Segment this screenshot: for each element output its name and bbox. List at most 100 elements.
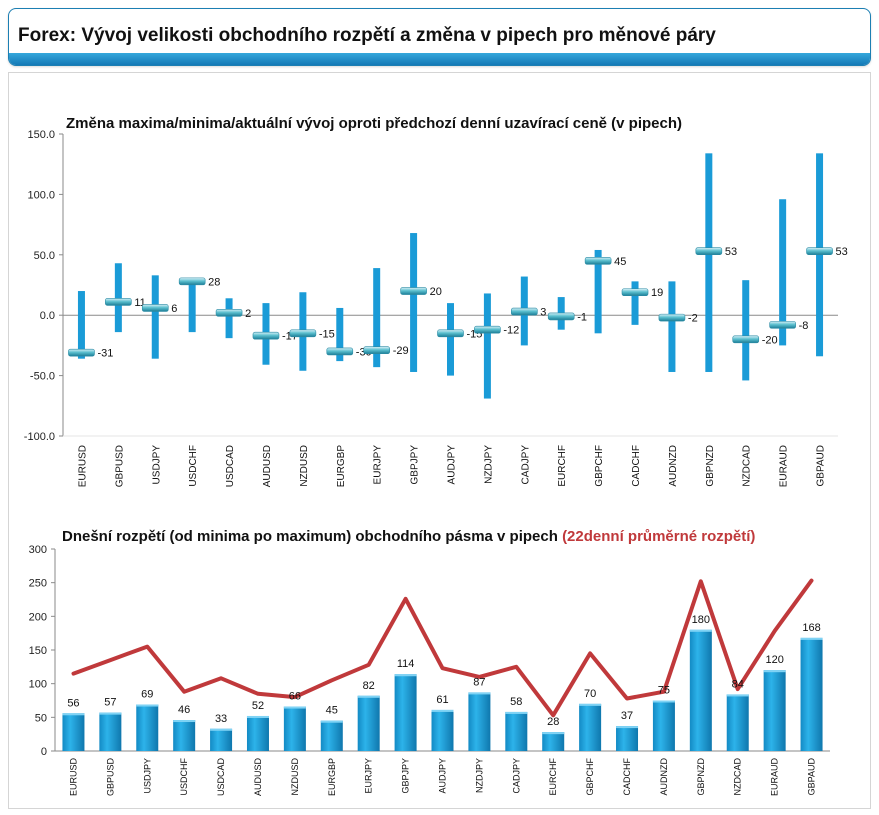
chart2-x-label-GBPJPY: GBPJPY: [401, 758, 411, 794]
spread-label-NZDCAD: 84: [732, 678, 744, 690]
current-label-GBPNZD: 53: [725, 246, 737, 258]
spread-bar-cap-GBPUSD: [99, 712, 122, 715]
range-bar-CADCHF: [631, 281, 639, 325]
spread-bar-cap-USDCAD: [210, 728, 233, 731]
spread-label-GBPNZD: 180: [692, 614, 710, 626]
current-marker-AUDNZD: [658, 313, 686, 322]
chart2-x-label-GBPNZD: GBPNZD: [696, 758, 706, 796]
range-bar-NZDCAD: [742, 280, 750, 381]
spread-bar-CADCHF: [616, 726, 639, 751]
chart2-x-label-USDCAD: USDCAD: [216, 758, 226, 797]
spread-bar-cap-EURAUD: [763, 670, 786, 673]
spread-label-NZDJPY: 87: [473, 676, 485, 688]
spread-bar-AUDUSD: [246, 715, 269, 751]
spread-bar-cap-CADCHF: [616, 726, 639, 729]
spread-bar-USDCHF: [173, 720, 196, 751]
chart1-x-label-NZDCAD: NZDCAD: [742, 445, 753, 487]
spread-label-GBPJPY: 114: [397, 658, 415, 670]
current-label-GBPJPY: 20: [430, 286, 442, 298]
current-marker-USDCAD: [215, 308, 243, 317]
charts-panel: [8, 72, 871, 809]
chart2-x-label-AUDJPY: AUDJPY: [438, 758, 448, 794]
spread-bar-EURAUD: [763, 670, 786, 751]
spread-bar-AUDNZD: [652, 700, 675, 751]
spread-label-EURCHF: 28: [547, 716, 559, 728]
chart1-y-tick-label: 50.0: [34, 250, 55, 262]
chart2-x-label-GBPUSD: GBPUSD: [105, 758, 115, 797]
current-label-CADCHF: 19: [651, 287, 663, 299]
chart1-x-label-CADJPY: CADJPY: [520, 445, 531, 485]
spread-bar-cap-EURGBP: [320, 720, 343, 723]
chart2-x-label-USDCHF: USDCHF: [179, 757, 189, 795]
chart1-x-label-AUDUSD: AUDUSD: [262, 445, 273, 487]
spread-bar-cap-AUDNZD: [652, 700, 675, 703]
chart1-y-tick-label: 0.0: [40, 310, 55, 322]
spread-label-AUDUSD: 52: [252, 700, 264, 712]
current-marker-EURGBP: [326, 347, 354, 356]
chart1-x-label-CADCHF: CADCHF: [631, 445, 642, 487]
current-marker-USDJPY: [141, 304, 169, 312]
spread-bar-EURJPY: [357, 695, 380, 751]
spread-label-EURGBP: 45: [326, 705, 338, 717]
current-marker-NZDCAD: [732, 335, 760, 344]
chart1-x-label-GBPJPY: GBPJPY: [410, 445, 421, 485]
current-label-NZDJPY: -12: [503, 325, 519, 337]
spread-bar-cap-GBPJPY: [394, 674, 417, 677]
chart1-x-label-EURCHF: EURCHF: [557, 445, 568, 487]
current-marker-GBPCHF: [584, 257, 612, 265]
header-accent-bar: [9, 53, 870, 65]
page-title: Forex: Vývoj velikosti obchodního rozpět…: [18, 25, 716, 46]
current-marker-EURJPY: [363, 346, 390, 355]
chart1-x-label-GBPAUD: GBPAUD: [816, 445, 827, 487]
chart1-x-label-NZDJPY: NZDJPY: [483, 445, 494, 484]
chart2-x-label-EURGBP: EURGBP: [327, 758, 337, 796]
spread-bar-cap-AUDJPY: [431, 709, 454, 712]
spread-bar-cap-NZDUSD: [283, 706, 306, 709]
chart1-x-label-AUDJPY: AUDJPY: [447, 445, 458, 485]
chart1-x-label-GBPUSD: GBPUSD: [114, 445, 125, 487]
spread-bar-cap-GBPAUD: [800, 637, 823, 640]
chart1-y-tick-label: 100.0: [27, 189, 55, 201]
chart1-x-label-EURUSD: EURUSD: [77, 445, 88, 487]
chart2-y-tick-label: 100: [29, 679, 47, 691]
range-bar-GBPNZD: [705, 153, 713, 372]
current-marker-GBPAUD: [806, 247, 833, 255]
spread-bar-EURUSD: [62, 713, 85, 751]
chart1-y-tick-label: 150.0: [27, 129, 55, 141]
spread-bar-EURCHF: [542, 732, 565, 751]
current-label-USDCHF: 28: [208, 276, 220, 288]
spread-bar-GBPAUD: [800, 637, 823, 751]
chart2-title: Dnešní rozpětí (od minima po maximum) ob…: [62, 528, 755, 545]
spread-label-GBPUSD: 57: [104, 697, 116, 709]
current-label-EURAUD: -8: [799, 320, 809, 332]
spread-bar-cap-AUDUSD: [246, 715, 269, 718]
current-label-NZDUSD: -15: [319, 328, 335, 340]
spread-bar-GBPNZD: [689, 629, 712, 751]
current-marker-AUDUSD: [252, 331, 280, 340]
current-marker-CADJPY: [511, 307, 538, 316]
chart1-x-label-USDCAD: USDCAD: [225, 445, 236, 487]
chart1-x-label-NZDUSD: NZDUSD: [299, 445, 310, 487]
range-bar-EURAUD: [779, 199, 787, 346]
spread-bar-GBPJPY: [394, 674, 417, 751]
range-bar-EURJPY: [373, 268, 381, 368]
spread-label-EURAUD: 120: [765, 654, 783, 666]
chart2-x-label-USDJPY: USDJPY: [142, 758, 152, 794]
page-header: Forex: Vývoj velikosti obchodního rozpět…: [8, 8, 871, 66]
chart1-x-label-USDJPY: USDJPY: [151, 445, 162, 485]
spread-bar-cap-EURUSD: [62, 713, 85, 716]
current-marker-NZDJPY: [474, 325, 501, 334]
chart2-y-tick-label: 250: [29, 578, 47, 590]
current-marker-GBPNZD: [695, 247, 723, 255]
spread-bar-USDJPY: [136, 704, 159, 751]
chart1-x-label-EURAUD: EURAUD: [779, 445, 790, 487]
current-label-GBPCHF: 45: [614, 256, 626, 268]
avg-spread-line: [71, 578, 814, 718]
range-bar-AUDNZD: [668, 281, 676, 372]
chart1-y-tick-label: -100.0: [24, 431, 55, 443]
chart1-x-label-USDCHF: USDCHF: [188, 445, 199, 487]
range-bar-EURGBP: [336, 307, 344, 362]
chart2-x-label-AUDUSD: AUDUSD: [253, 758, 263, 797]
range-bar-NZDJPY: [483, 293, 491, 399]
